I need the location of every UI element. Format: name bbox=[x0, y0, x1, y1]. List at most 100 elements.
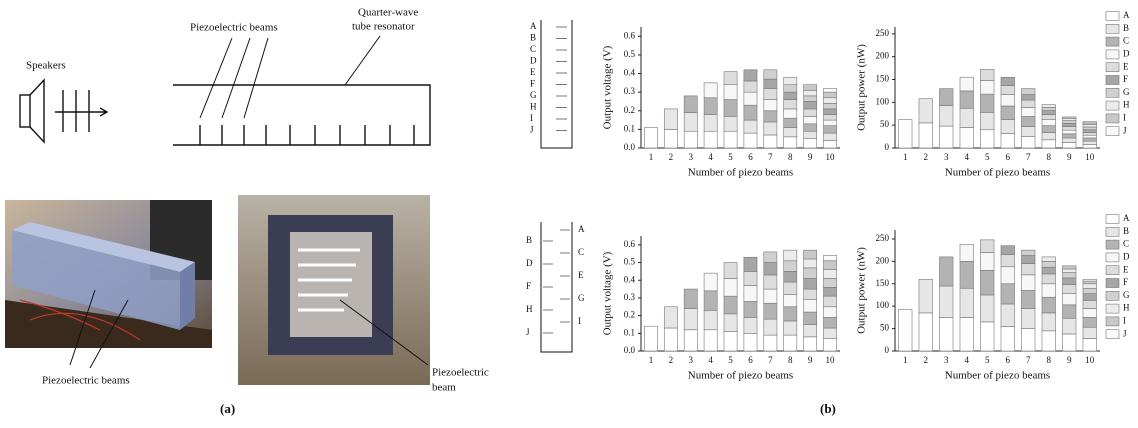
bar-segment bbox=[724, 116, 737, 131]
legend-label: J bbox=[1123, 328, 1127, 338]
x-tick-label: 4 bbox=[708, 152, 713, 162]
bar-segment bbox=[744, 257, 757, 271]
bar-segment bbox=[1062, 138, 1076, 143]
x-tick-label: 3 bbox=[689, 355, 694, 365]
x-tick-label: 6 bbox=[1006, 355, 1011, 365]
bar-segment bbox=[1042, 107, 1056, 110]
bar-segment bbox=[764, 122, 777, 135]
tube-label: D bbox=[526, 258, 533, 268]
bar-segment bbox=[939, 257, 953, 286]
x-tick-label: 9 bbox=[808, 152, 813, 162]
x-tick-label: 8 bbox=[1047, 152, 1052, 162]
bar-segment bbox=[1083, 122, 1097, 123]
x-tick-label: 5 bbox=[985, 152, 990, 162]
x-tick-label: 9 bbox=[808, 355, 813, 365]
y-tick-label: 0.1 bbox=[624, 123, 635, 133]
tube bbox=[173, 85, 430, 145]
bar-segment bbox=[784, 261, 797, 272]
y-tick-label: 100 bbox=[876, 300, 890, 310]
bar-segment bbox=[704, 330, 717, 351]
bar-segment bbox=[764, 79, 777, 88]
x-tick-label: 4 bbox=[965, 152, 970, 162]
bar-segment bbox=[1021, 256, 1035, 264]
x-tick-label: 2 bbox=[924, 355, 929, 365]
bar-segment bbox=[784, 250, 797, 261]
bar-segment bbox=[919, 279, 933, 313]
photo-label: Piezoelectric bbox=[432, 367, 489, 379]
bar-segment bbox=[664, 307, 677, 328]
bar-segment bbox=[784, 335, 797, 351]
x-tick-label: 1 bbox=[903, 355, 908, 365]
bar-segment bbox=[704, 291, 717, 310]
x-tick-label: 1 bbox=[649, 355, 654, 365]
bar-segment bbox=[764, 252, 777, 263]
bar-segment bbox=[784, 321, 797, 335]
bar-segment bbox=[823, 296, 836, 307]
bar-segment bbox=[1001, 284, 1015, 304]
bar-segment bbox=[823, 328, 836, 339]
bar-segment bbox=[1021, 95, 1035, 100]
tube-label: E bbox=[530, 67, 536, 77]
x-tick-label: 3 bbox=[944, 152, 949, 162]
bar-segment bbox=[764, 275, 777, 289]
bar-segment bbox=[724, 85, 737, 100]
bar-segment bbox=[1021, 250, 1035, 255]
legend-label: I bbox=[1123, 315, 1126, 325]
x-tick-label: 3 bbox=[944, 355, 949, 365]
photo-2 bbox=[238, 195, 430, 385]
bar-segment bbox=[823, 317, 836, 328]
x-tick-label: 6 bbox=[748, 152, 753, 162]
bar-segment bbox=[1042, 120, 1056, 126]
x-axis-title: Number of piezo beams bbox=[688, 370, 793, 382]
bar-segment bbox=[919, 123, 933, 148]
bar-segment bbox=[764, 263, 777, 275]
legend-label: A bbox=[1123, 213, 1130, 223]
bar-segment bbox=[804, 109, 817, 116]
bar-segment bbox=[1001, 133, 1015, 148]
bar-segment bbox=[1001, 246, 1015, 255]
bar-segment bbox=[919, 99, 933, 123]
y-tick-label: 0.5 bbox=[624, 257, 636, 267]
bar-segment bbox=[1062, 334, 1076, 351]
bar-segment bbox=[823, 141, 836, 148]
bar-segment bbox=[939, 106, 953, 127]
bar-segment bbox=[1062, 285, 1076, 294]
bar-segment bbox=[980, 112, 994, 129]
bar-segment bbox=[704, 98, 717, 115]
bar-segment bbox=[980, 270, 994, 295]
bar-segment bbox=[684, 96, 697, 113]
resonator-label: Quarter-wave bbox=[358, 7, 418, 19]
bar-segment bbox=[664, 129, 677, 148]
bar-segment bbox=[764, 335, 777, 351]
legend-label: J bbox=[1123, 125, 1127, 135]
legend-swatch bbox=[1106, 240, 1119, 249]
bar-segment bbox=[684, 113, 697, 132]
bar-segment bbox=[1083, 279, 1097, 281]
legend-swatch bbox=[1106, 330, 1119, 339]
bar-segment bbox=[823, 120, 836, 126]
bar-segment bbox=[1001, 267, 1015, 284]
waves bbox=[63, 90, 89, 132]
tube-label: F bbox=[530, 79, 535, 89]
y-tick-label: 0 bbox=[885, 142, 890, 152]
legend-label: G bbox=[1123, 290, 1130, 300]
bar-segment bbox=[1042, 297, 1056, 313]
bar-segment bbox=[960, 244, 974, 261]
bar-segment bbox=[724, 100, 737, 117]
bar-segment bbox=[980, 322, 994, 351]
bar-segment bbox=[784, 92, 797, 99]
x-tick-label: 7 bbox=[768, 355, 773, 365]
bar-segment bbox=[1001, 77, 1015, 85]
y-axis-title: Output power (nW) bbox=[856, 247, 868, 334]
bar-segment bbox=[823, 255, 836, 260]
bar-segment bbox=[1083, 135, 1097, 138]
bar-segment bbox=[664, 328, 677, 351]
y-tick-label: 100 bbox=[876, 96, 890, 106]
bar-segment bbox=[1021, 107, 1035, 116]
bar-segment bbox=[939, 286, 953, 317]
legend-swatch bbox=[1106, 291, 1119, 300]
bar-segment bbox=[784, 137, 797, 148]
x-tick-label: 8 bbox=[788, 355, 793, 365]
bar-segment bbox=[804, 124, 817, 131]
bar-segment bbox=[764, 88, 777, 99]
